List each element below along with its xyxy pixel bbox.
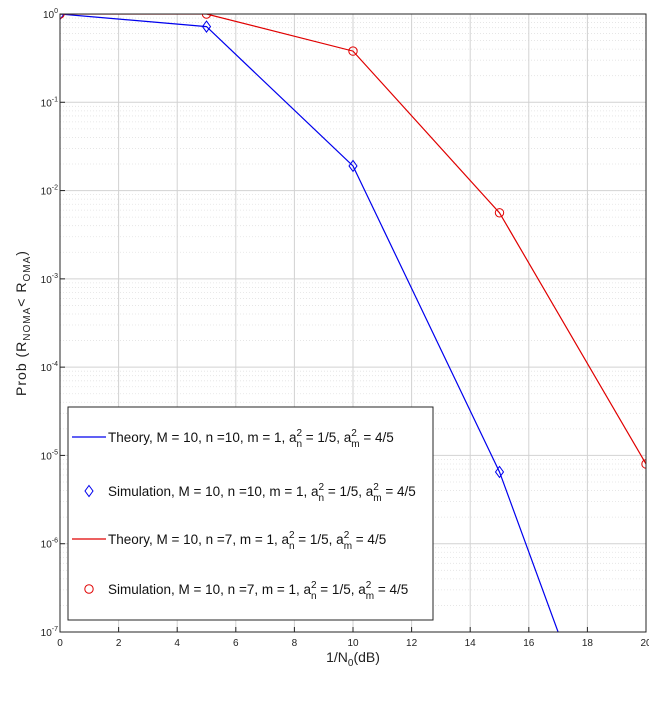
x-tick-label: 16 (523, 638, 535, 649)
y-tick-label: 10-4 (41, 361, 58, 374)
y-tick-label: 10-5 (41, 449, 58, 462)
y-tick-label: 100 (43, 8, 58, 21)
y-tick-label: 10-1 (41, 96, 58, 109)
series-1 (60, 14, 505, 479)
x-tick-label: 8 (292, 638, 298, 649)
x-tick-label: 0 (57, 638, 63, 649)
legend-box (67, 406, 434, 621)
series-0 (60, 14, 559, 632)
data-point (348, 46, 358, 56)
x-axis-label: 1/N0(dB) (326, 649, 380, 669)
ticks: 0 2 4 6 8 10 12 14 16 18 20 100 10-1 10-2 10-3 10-4 10-5… (41, 8, 649, 649)
y-tick-label: 10-3 (41, 273, 58, 286)
x-tick-label: 2 (116, 638, 122, 649)
y-axis-label: Prob (RNOMA< ROMA) (13, 250, 33, 396)
data-point (494, 208, 505, 218)
x-tick-label: 12 (406, 638, 418, 649)
series-2 (60, 14, 646, 465)
data-point (201, 14, 212, 19)
x-tick-label: 18 (582, 638, 594, 649)
data-point (201, 20, 212, 33)
legend-entry-2: Theory, M = 10, n =7, m = 1, a2 n = 1/5, … (108, 530, 386, 552)
legend-entry-1: Simulation, M = 10, n =10, m = 1, a2 n = … (108, 482, 416, 504)
legend-marker-sample (84, 484, 94, 498)
x-tick-label: 10 (347, 638, 359, 649)
x-tick-label: 20 (640, 638, 649, 649)
legend-entry-0: Theory, M = 10, n =10, m = 1, a2 n = 1/5,… (108, 428, 394, 450)
y-tick-label: 10-7 (41, 626, 58, 639)
data-point (348, 159, 358, 173)
legend-marker-sample (84, 584, 94, 594)
legend-entry-3: Simulation, M = 10, n =7, m = 1, a2 n = 1… (108, 580, 408, 602)
x-tick-label: 6 (233, 638, 239, 649)
x-tick-label: 14 (465, 638, 477, 649)
y-tick-label: 10-6 (41, 538, 58, 551)
legend: Theory, M = 10, n =10, m = 1, a2 n = 1/5,… (67, 406, 434, 621)
series-line-0 (60, 14, 559, 632)
y-tick-label: 10-2 (41, 185, 58, 198)
x-tick-label: 4 (174, 638, 180, 649)
series-line-2 (60, 14, 646, 465)
data-point (494, 465, 505, 479)
